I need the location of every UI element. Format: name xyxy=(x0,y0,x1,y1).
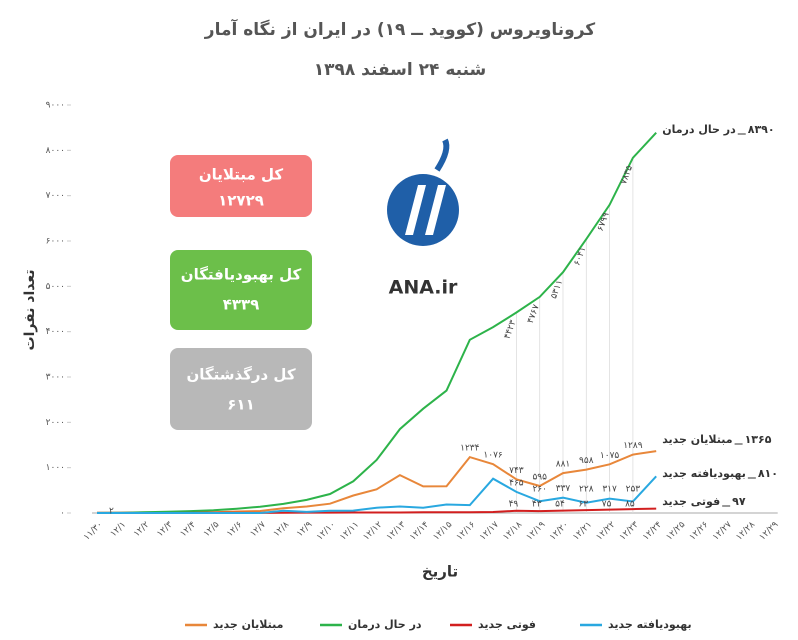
series-line xyxy=(97,475,657,514)
y-tick-label: ۴۰۰۰ xyxy=(46,327,65,337)
y-tick-label: ۰ xyxy=(60,509,65,519)
value-label: ۳۳۷ xyxy=(556,484,571,494)
value-label: ۲۲۸ xyxy=(579,485,594,495)
y-tick-label: ۹۰۰۰ xyxy=(46,101,65,111)
summary-box xyxy=(170,250,312,330)
value-label: ۸۱۰ xyxy=(758,467,778,480)
value-label: ۱۲۸۹ xyxy=(623,441,643,451)
summary-label: کل درگذشتگان xyxy=(186,366,295,384)
summary-value: ۶۱۱ xyxy=(227,396,254,414)
end-series-name: مبتلایان جدید xyxy=(662,433,732,446)
value-label: ۴۹ xyxy=(509,500,519,510)
chart-title: کرونا‌ویروس (کووید ــ ۱۹) در ایران از نگ… xyxy=(204,18,596,40)
x-axis-label: تاریخ xyxy=(422,563,458,581)
legend-label: فوتی جدید xyxy=(478,618,536,631)
series-line xyxy=(96,132,657,514)
value-label: ۱۰۷۶ xyxy=(483,451,503,461)
end-series-name: بهبودیافته جدید xyxy=(662,467,746,480)
summary-box xyxy=(170,155,312,217)
value-label: ۱۲۳۴ xyxy=(460,444,480,454)
value-label: ۵۹۵ xyxy=(532,473,547,483)
value-label: ۸۳۹۰ xyxy=(748,123,775,136)
value-label: ۸۵ xyxy=(625,500,635,510)
summary-value: ۴۳۳۹ xyxy=(223,296,260,314)
summary-box xyxy=(170,348,312,430)
logo-text: ANA.ir xyxy=(389,277,458,299)
value-label: ۵۴ xyxy=(555,500,565,510)
value-label: ۷۵ xyxy=(602,500,612,510)
legend-label: مبتلایان جدید xyxy=(213,618,283,631)
summary-value: ۱۲۷۲۹ xyxy=(218,192,264,210)
value-label: ۲۵۳ xyxy=(626,485,641,495)
end-series-name: فوتی جدید xyxy=(662,495,720,508)
summary-label: کل مبتلایان xyxy=(199,166,284,184)
end-series-name: در حال درمان xyxy=(662,123,736,136)
legend-label: بهبودیافته جدید xyxy=(608,618,692,631)
y-tick-label: ۵۰۰۰ xyxy=(46,282,65,292)
y-tick-label: ۶۰۰۰ xyxy=(46,237,65,247)
value-label: ۸۸۱ xyxy=(556,460,571,470)
value-label: ۱۰۷۵ xyxy=(600,451,620,461)
value-label: ۹۷ xyxy=(732,495,746,508)
value-label: ۱۳۶۵ xyxy=(745,433,772,446)
y-tick-label: ۲۰۰۰ xyxy=(46,418,65,428)
value-label: ۴۶۵ xyxy=(509,478,524,488)
y-axis-label: تعداد نفرات xyxy=(22,269,38,350)
y-tick-label: ۳۰۰۰ xyxy=(46,373,65,383)
summary-label: کل بهبودیافتگان xyxy=(181,266,302,284)
y-tick-label: ۸۰۰۰ xyxy=(46,146,65,156)
value-label: ۳۱۷ xyxy=(602,485,617,495)
value-label: ۹۵۸ xyxy=(579,456,594,466)
chart-subtitle: شنبه ۲۴ اسفند ۱۳۹۸ xyxy=(314,60,487,80)
value-label: ۲ xyxy=(109,507,114,517)
value-label: ۶۳ xyxy=(578,500,588,510)
y-tick-label: ۱۰۰۰ xyxy=(46,463,65,473)
value-label: ۴۳ xyxy=(532,500,542,510)
value-label: ۷۴۳ xyxy=(509,466,524,476)
legend-label: در حال درمان xyxy=(348,618,422,631)
logo: ANA.ir xyxy=(387,138,459,299)
value-label: ۲۶۰ xyxy=(532,485,547,495)
y-tick-label: ۷۰۰۰ xyxy=(46,191,65,201)
